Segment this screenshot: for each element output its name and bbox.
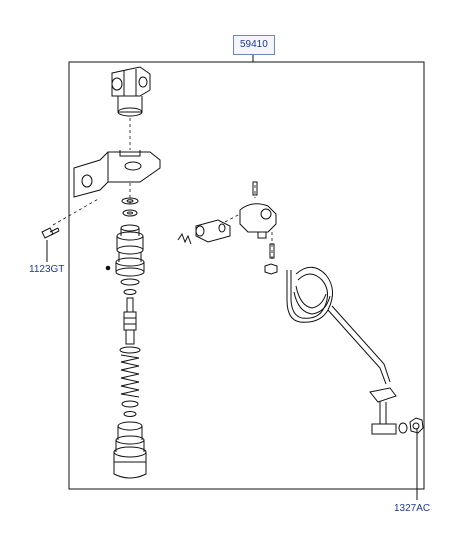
washer-nut [398,417,424,434]
assembly-frame [68,61,425,490]
nut-washer-part-number-label[interactable]: 1327AC [394,503,431,514]
return-spring [119,346,141,417]
coiled-pipe [286,266,391,385]
assembly-part-number-label[interactable]: 59410 [233,35,275,55]
small-spring [177,232,192,245]
inline-sleeve [195,219,231,243]
bleed-screw [264,243,278,275]
cylinder-lower-body [113,421,147,479]
seal-washers-upper [121,197,139,217]
banjo-fitting [239,203,277,239]
bolt-part [41,227,60,239]
push-rod [123,297,137,345]
pin-part [252,181,258,196]
piston-body [105,224,145,295]
bolt-part-number-label[interactable]: 1123GT [29,264,65,275]
mounting-bracket [73,150,161,198]
clevis-yoke [111,66,151,117]
pipe-end-fitting [369,387,397,435]
centerlines [52,118,273,262]
